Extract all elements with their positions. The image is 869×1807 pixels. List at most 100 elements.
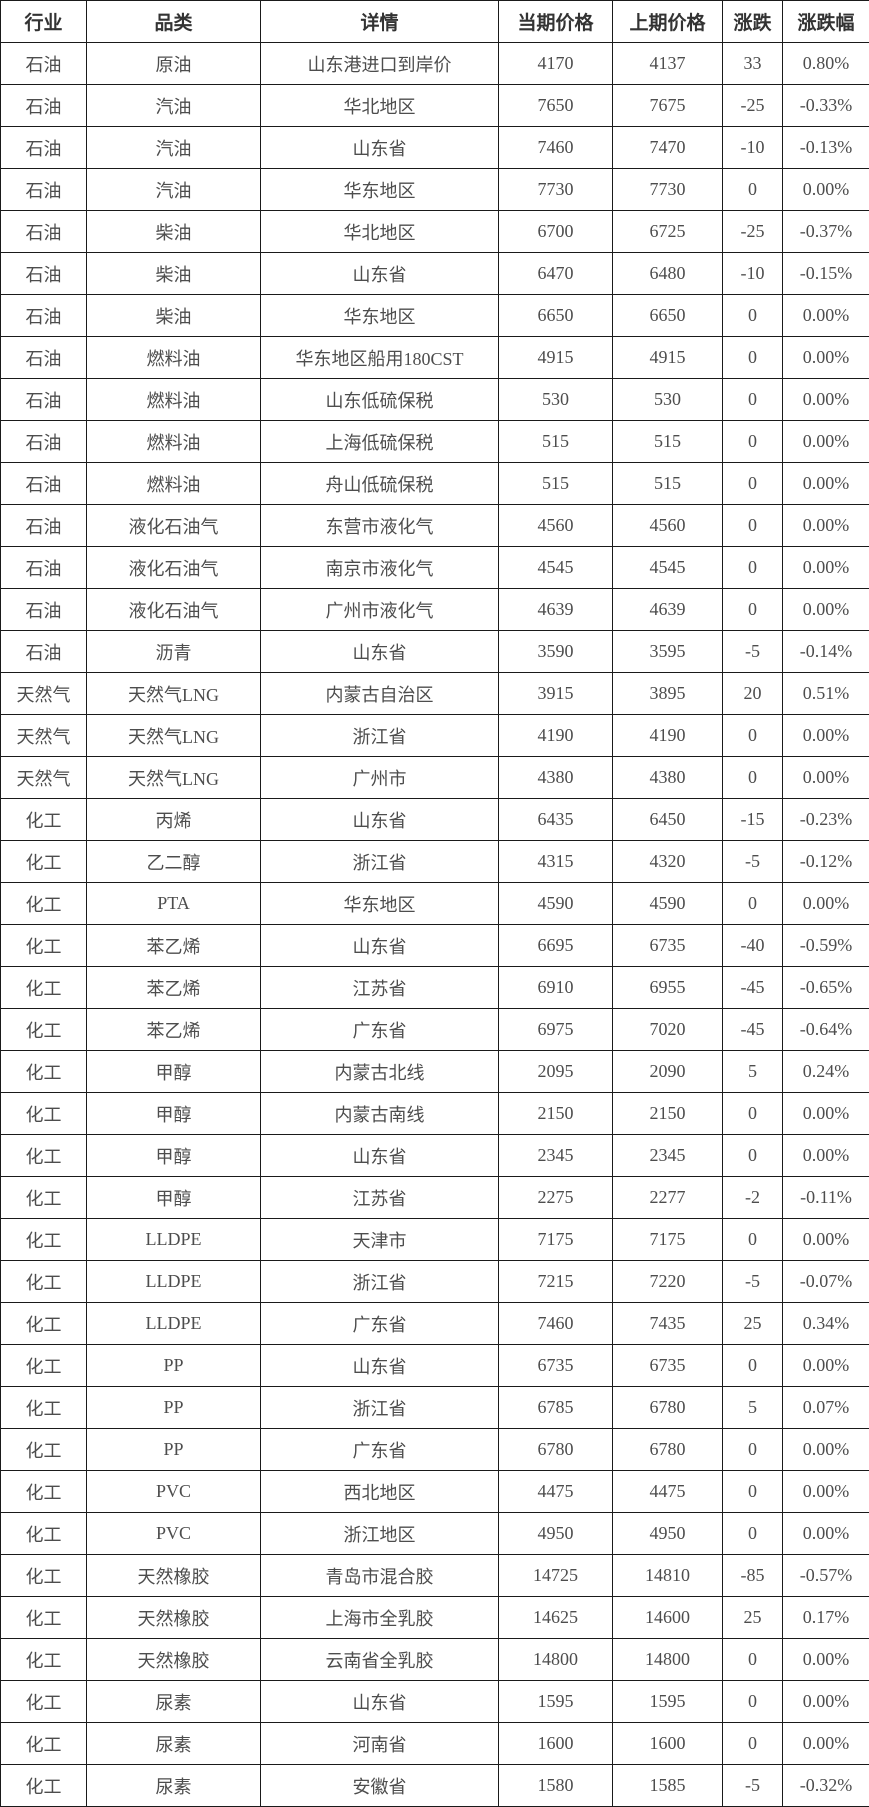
column-header: 行业: [0, 0, 87, 43]
table-cell: 0: [722, 756, 783, 799]
table-row: 天然气 天然气LNG 内蒙古自治区 3915 3895 20 0.51%: [0, 672, 869, 715]
table-cell: 7215: [498, 1260, 613, 1303]
table-cell: -0.33%: [782, 84, 869, 127]
table-cell: -0.64%: [782, 1008, 869, 1051]
table-cell: 甲醇: [86, 1092, 261, 1135]
table-cell: 14600: [612, 1596, 723, 1639]
table-cell: 0: [722, 168, 783, 211]
table-cell: 华北地区: [260, 84, 499, 127]
table-cell: 14810: [612, 1554, 723, 1597]
table-cell: 0: [722, 294, 783, 337]
table-cell: 4590: [498, 882, 613, 925]
table-cell: 0: [722, 1344, 783, 1387]
column-header: 当期价格: [498, 0, 613, 43]
table-cell: 化工: [0, 1092, 87, 1135]
table-cell: 石油: [0, 294, 87, 337]
table-cell: 0: [722, 1134, 783, 1177]
table-cell: 0.00%: [782, 1134, 869, 1177]
table-row: 化工 尿素 河南省 1600 1600 0 0.00%: [0, 1722, 869, 1765]
table-cell: 4560: [498, 504, 613, 547]
table-cell: 0.00%: [782, 1722, 869, 1765]
table-cell: 3590: [498, 630, 613, 673]
table-cell: 0.00%: [782, 378, 869, 421]
table-cell: 0: [722, 336, 783, 379]
table-cell: -0.13%: [782, 126, 869, 169]
table-cell: 0: [722, 504, 783, 547]
table-cell: 化工: [0, 1134, 87, 1177]
table-cell: 0.00%: [782, 1092, 869, 1135]
table-cell: 上海市全乳胶: [260, 1596, 499, 1639]
table-row: 石油 液化石油气 东营市液化气 4560 4560 0 0.00%: [0, 504, 869, 547]
table-cell: 化工: [0, 1470, 87, 1513]
table-cell: 化工: [0, 1722, 87, 1765]
table-cell: 化工: [0, 1386, 87, 1429]
table-row: 化工 天然橡胶 上海市全乳胶 14625 14600 25 0.17%: [0, 1596, 869, 1639]
table-cell: 530: [612, 378, 723, 421]
table-cell: 尿素: [86, 1722, 261, 1765]
table-cell: -0.12%: [782, 840, 869, 883]
table-cell: 燃料油: [86, 378, 261, 421]
table-cell: 2150: [612, 1092, 723, 1135]
table-cell: -45: [722, 1008, 783, 1051]
table-row: 化工 LLDPE 广东省 7460 7435 25 0.34%: [0, 1302, 869, 1345]
table-cell: 山东低硫保税: [260, 378, 499, 421]
table-row: 化工 苯乙烯 山东省 6695 6735 -40 -0.59%: [0, 924, 869, 967]
table-cell: 5: [722, 1386, 783, 1429]
table-cell: -10: [722, 252, 783, 295]
table-cell: 6910: [498, 966, 613, 1009]
table-cell: PVC: [86, 1512, 261, 1555]
table-cell: 14725: [498, 1554, 613, 1597]
table-cell: 内蒙古南线: [260, 1092, 499, 1135]
table-cell: 青岛市混合胶: [260, 1554, 499, 1597]
table-cell: PP: [86, 1386, 261, 1429]
column-header: 品类: [86, 0, 261, 43]
table-cell: 1600: [498, 1722, 613, 1765]
column-header: 详情: [260, 0, 499, 43]
table-cell: 石油: [0, 588, 87, 631]
table-cell: 柴油: [86, 294, 261, 337]
table-cell: 4545: [498, 546, 613, 589]
table-cell: 上海低硫保税: [260, 420, 499, 463]
table-cell: 化工: [0, 1428, 87, 1471]
table-cell: 4475: [498, 1470, 613, 1513]
table-cell: -85: [722, 1554, 783, 1597]
column-header: 涨跌幅: [782, 0, 869, 43]
table-cell: -0.57%: [782, 1554, 869, 1597]
table-cell: 530: [498, 378, 613, 421]
table-cell: 7175: [498, 1218, 613, 1261]
table-cell: 浙江地区: [260, 1512, 499, 1555]
table-cell: 化工: [0, 1302, 87, 1345]
table-cell: 山东省: [260, 252, 499, 295]
table-cell: 石油: [0, 462, 87, 505]
table-cell: 燃料油: [86, 336, 261, 379]
table-cell: 0: [722, 1512, 783, 1555]
table-row: 化工 PVC 浙江地区 4950 4950 0 0.00%: [0, 1512, 869, 1555]
table-row: 石油 燃料油 山东低硫保税 530 530 0 0.00%: [0, 378, 869, 421]
table-cell: 4639: [498, 588, 613, 631]
table-cell: PP: [86, 1428, 261, 1471]
table-cell: 4315: [498, 840, 613, 883]
table-cell: 0.00%: [782, 1638, 869, 1681]
table-cell: 石油: [0, 378, 87, 421]
table-cell: 7460: [498, 1302, 613, 1345]
table-cell: 石油: [0, 168, 87, 211]
table-cell: 4560: [612, 504, 723, 547]
table-cell: 0.17%: [782, 1596, 869, 1639]
table-cell: 西北地区: [260, 1470, 499, 1513]
table-cell: 0: [722, 1428, 783, 1471]
table-cell: 6785: [498, 1386, 613, 1429]
table-cell: 0.00%: [782, 588, 869, 631]
table-cell: 汽油: [86, 126, 261, 169]
table-cell: 33: [722, 42, 783, 85]
table-cell: 2345: [612, 1134, 723, 1177]
table-row: 石油 沥青 山东省 3590 3595 -5 -0.14%: [0, 630, 869, 673]
table-row: 化工 天然橡胶 青岛市混合胶 14725 14810 -85 -0.57%: [0, 1554, 869, 1597]
table-cell: 0: [722, 420, 783, 463]
table-row: 化工 PP 浙江省 6785 6780 5 0.07%: [0, 1386, 869, 1429]
table-cell: 4915: [612, 336, 723, 379]
table-row: 石油 原油 山东港进口到岸价 4170 4137 33 0.80%: [0, 42, 869, 85]
table-row: 化工 尿素 安徽省 1580 1585 -5 -0.32%: [0, 1764, 869, 1807]
table-cell: 7220: [612, 1260, 723, 1303]
